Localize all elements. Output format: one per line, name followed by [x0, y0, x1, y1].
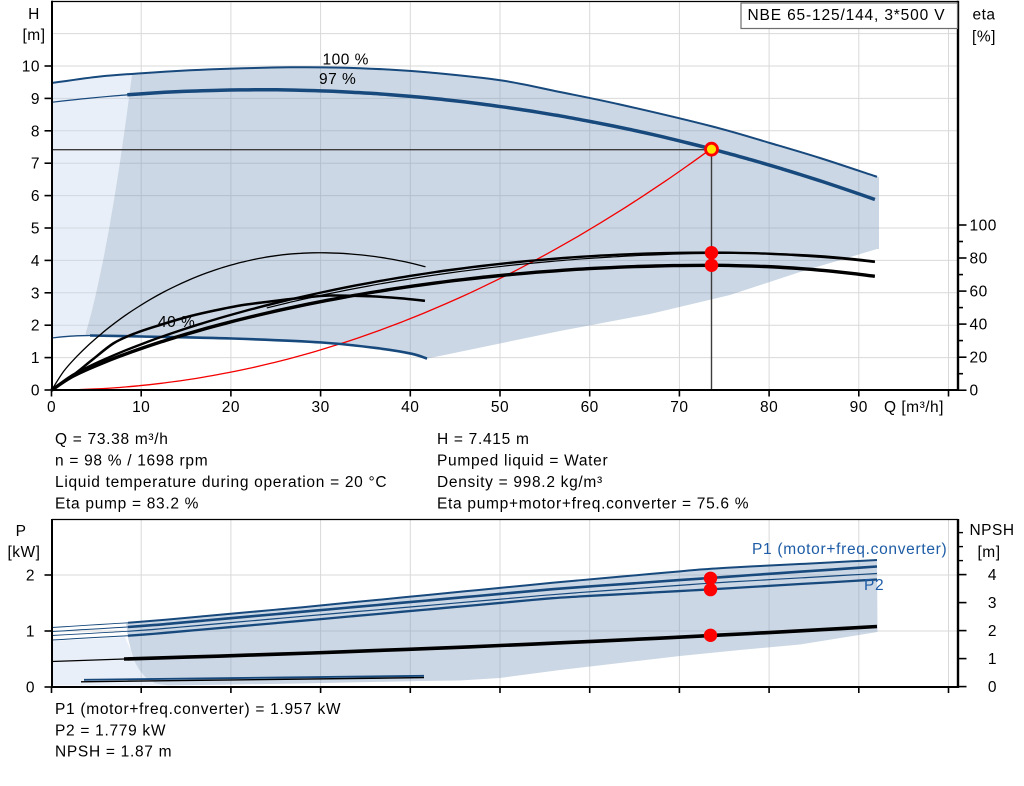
svg-text:NBE 65-125/144, 3*500 V: NBE 65-125/144, 3*500 V — [748, 7, 946, 24]
svg-text:60: 60 — [970, 284, 988, 301]
svg-text:70: 70 — [670, 399, 688, 416]
svg-text:Q [m³/h]: Q [m³/h] — [884, 399, 944, 416]
svg-text:4: 4 — [988, 567, 997, 584]
svg-text:40 %: 40 % — [158, 314, 195, 331]
svg-text:Liquid temperature during oper: Liquid temperature during operation = 20… — [55, 474, 387, 491]
svg-text:30: 30 — [311, 399, 329, 416]
svg-text:80: 80 — [970, 251, 988, 268]
svg-text:Eta pump = 83.2 %: Eta pump = 83.2 % — [55, 496, 199, 513]
svg-text:P1 (motor+freq.converter): P1 (motor+freq.converter) — [752, 541, 947, 558]
svg-text:0: 0 — [26, 680, 35, 697]
svg-text:1: 1 — [988, 651, 997, 668]
svg-text:1: 1 — [26, 624, 35, 641]
svg-text:80: 80 — [760, 399, 778, 416]
svg-text:4: 4 — [31, 253, 40, 270]
svg-text:10: 10 — [132, 399, 150, 416]
svg-text:100 %: 100 % — [323, 52, 369, 69]
svg-text:97 %: 97 % — [319, 71, 356, 88]
svg-text:H: H — [28, 6, 40, 23]
svg-text:2: 2 — [26, 568, 35, 585]
svg-text:10: 10 — [22, 59, 40, 76]
svg-text:20: 20 — [222, 399, 240, 416]
svg-text:3: 3 — [988, 595, 997, 612]
svg-text:[%]: [%] — [972, 29, 996, 46]
svg-text:P2 = 1.779 kW: P2 = 1.779 kW — [55, 722, 166, 739]
svg-text:[m]: [m] — [22, 27, 45, 44]
svg-text:0: 0 — [47, 399, 56, 416]
svg-text:n = 98 % / 1698 rpm: n = 98 % / 1698 rpm — [55, 453, 208, 470]
svg-text:[m]: [m] — [977, 544, 1000, 561]
svg-text:NPSH = 1.87 m: NPSH = 1.87 m — [55, 744, 172, 761]
svg-text:NPSH: NPSH — [969, 522, 1014, 539]
svg-text:1: 1 — [31, 350, 40, 367]
svg-text:0: 0 — [970, 383, 979, 400]
svg-text:[kW]: [kW] — [8, 544, 41, 561]
svg-text:100: 100 — [970, 218, 997, 235]
svg-text:90: 90 — [850, 399, 868, 416]
svg-text:eta: eta — [972, 7, 995, 24]
svg-text:0: 0 — [31, 383, 40, 400]
svg-text:Q = 73.38 m³/h: Q = 73.38 m³/h — [55, 431, 169, 448]
svg-text:6: 6 — [31, 188, 40, 205]
svg-text:9: 9 — [31, 91, 40, 108]
svg-text:3: 3 — [31, 285, 40, 302]
svg-text:20: 20 — [970, 350, 988, 367]
svg-text:40: 40 — [401, 399, 419, 416]
svg-text:0: 0 — [988, 679, 997, 696]
svg-text:60: 60 — [581, 399, 599, 416]
svg-text:H = 7.415 m: H = 7.415 m — [437, 431, 530, 448]
svg-text:5: 5 — [31, 221, 40, 238]
svg-text:Pumped liquid = Water: Pumped liquid = Water — [437, 453, 608, 470]
svg-text:Eta pump+motor+freq.converter: Eta pump+motor+freq.converter = 75.6 % — [437, 496, 749, 513]
svg-text:40: 40 — [970, 317, 988, 334]
svg-text:8: 8 — [31, 123, 40, 140]
svg-text:P: P — [16, 523, 27, 540]
svg-text:P1 (motor+freq.converter) = 1.: P1 (motor+freq.converter) = 1.957 kW — [55, 701, 341, 718]
svg-text:2: 2 — [31, 318, 40, 335]
svg-text:Density = 998.2 kg/m³: Density = 998.2 kg/m³ — [437, 474, 603, 491]
svg-text:50: 50 — [491, 399, 509, 416]
svg-text:P2: P2 — [864, 577, 884, 594]
svg-text:7: 7 — [31, 156, 40, 173]
svg-text:2: 2 — [988, 623, 997, 640]
